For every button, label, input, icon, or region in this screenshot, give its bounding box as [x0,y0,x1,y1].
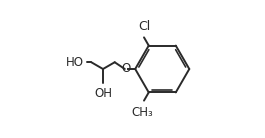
Text: CH₃: CH₃ [132,106,153,119]
Text: OH: OH [94,87,112,100]
Text: HO: HO [66,56,84,69]
Text: Cl: Cl [138,20,150,33]
Text: O: O [122,63,131,75]
